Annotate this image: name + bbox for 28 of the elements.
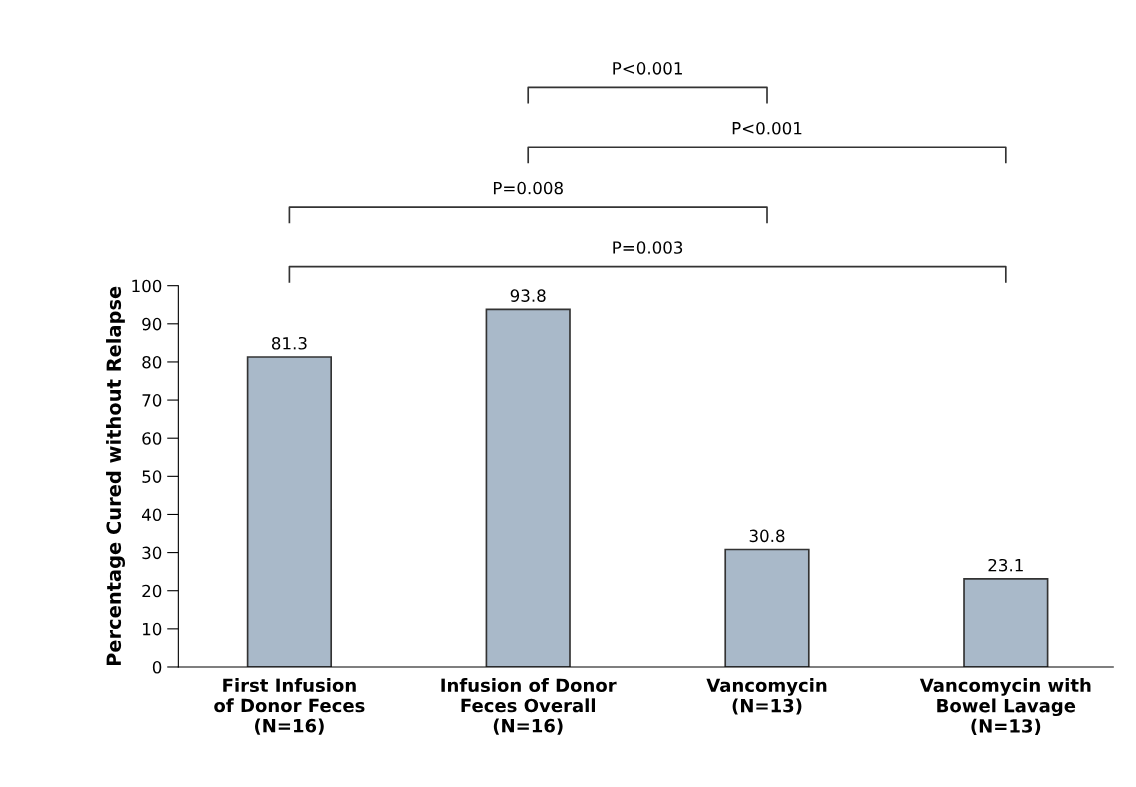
bar [724,548,810,667]
x-tick-label: Infusion of Donor Feces Overall (N=16) [441,678,617,735]
y-tick-label: 20 [142,584,162,598]
x-tick-label: First Infusion of Donor Feces (N=16) [214,678,365,735]
y-tick-label: 40 [141,508,162,522]
bar [963,578,1049,667]
y-tick-label: 0 [152,660,162,674]
y-tick-label: 70 [142,394,162,407]
data-label: 93.8 [510,289,546,302]
y-tick-label: 80 [142,355,162,369]
y-tick-label: 50 [142,470,162,483]
y-axis-title: Percentage Cured without Relapse [106,286,126,666]
x-tick-label: Vancomycin (N=13) [706,678,827,715]
data-label: 81.3 [271,336,307,350]
text: P<0.001 [613,62,682,75]
x-tick-label: Vancomycin with Bowel Lavage (N=13) [919,678,1091,735]
y-tick-label: 60 [142,432,162,445]
y-tick-label: 10 [143,622,162,636]
y-tick-label: 100 [132,279,162,293]
data-label: 30.8 [749,529,785,543]
y-tick-label: 90 [142,317,162,331]
text: P<0.001 [732,121,802,135]
data-label: 23.1 [988,558,1023,572]
text: P=0.003 [613,241,683,254]
bar [246,356,333,667]
text: P=0.008 [493,181,563,195]
y-tick-label: 30 [142,546,162,560]
bar [485,308,571,667]
